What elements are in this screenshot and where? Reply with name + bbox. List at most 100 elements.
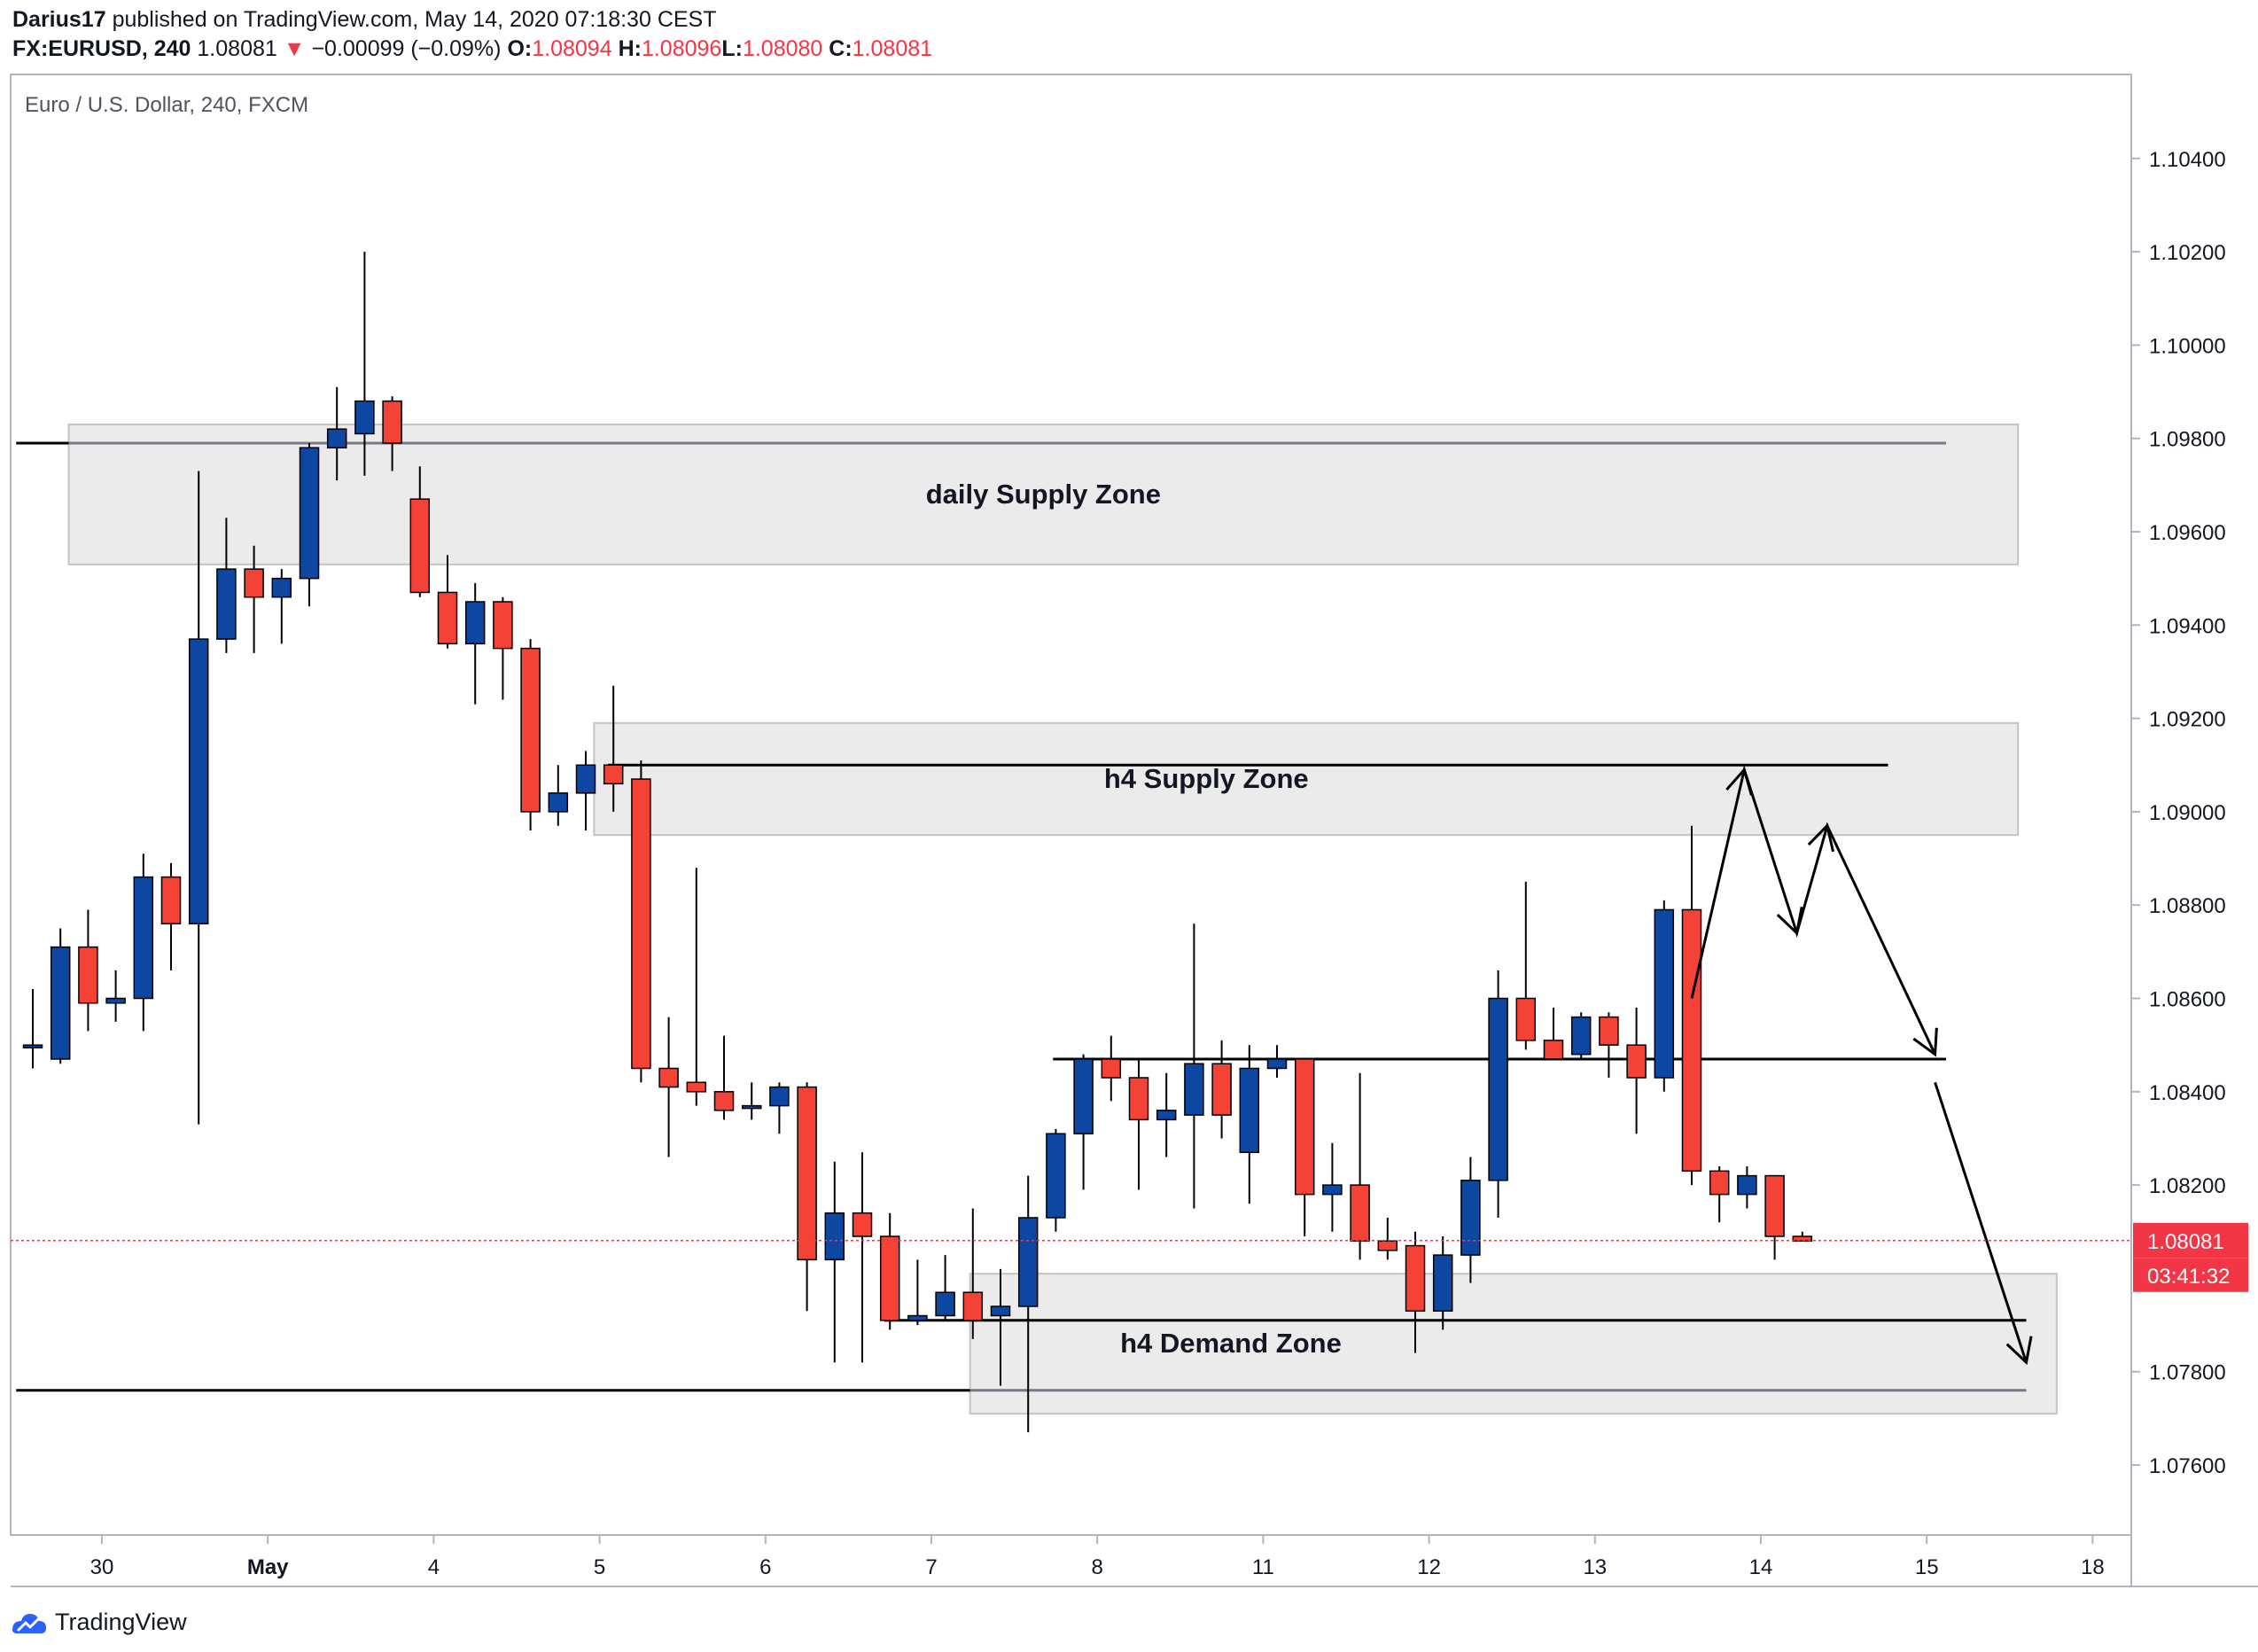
x-tick-label: 13 [1583,1555,1607,1579]
candle-down [1792,1235,1813,1243]
y-tick-label: 1.08600 [2149,988,2226,1012]
y-tick-label: 1.07800 [2149,1361,2226,1385]
candle-up [741,1104,762,1110]
y-tick-label: 1.09200 [2149,708,2226,732]
y-tick-label: 1.09000 [2149,801,2226,825]
candle-up [935,1291,955,1317]
arrow-head-icon [2005,1336,2033,1366]
zone-label-1: h4 Supply Zone [1104,763,1309,794]
y-tick-label: 1.10200 [2149,241,2226,265]
x-tick-label: 5 [594,1555,605,1579]
candle-down [1128,1077,1149,1121]
x-tick-label: 30 [90,1555,114,1579]
candle-up [299,447,320,580]
candle-up [271,577,292,598]
arrow-head-icon [1807,822,1835,853]
candle-up [1432,1254,1453,1313]
candlestick-chart[interactable]: Euro / U.S. Dollar, 240, FXCM daily Suppl… [0,0,2258,1595]
candle-down [1764,1174,1785,1237]
candle-up [50,946,71,1060]
projection-path-2 [1934,1081,2028,1363]
candle-down [962,1291,984,1321]
candle-up [1570,1016,1592,1056]
x-tick-label: 11 [1252,1555,1274,1579]
candle-up [769,1086,790,1107]
candle-down [603,764,624,785]
x-tick-label: 7 [925,1555,937,1579]
candle-up [133,876,154,1000]
y-tick-label: 1.08200 [2149,1174,2226,1198]
candle-up [1654,908,1675,1079]
candle-down [520,647,541,813]
candle-up [105,997,126,1004]
candle-down [160,876,182,925]
candle-down [1515,997,1537,1041]
candle-down [713,1091,735,1111]
candle-down [658,1067,679,1088]
zone-label-2: h4 Demand Zone [1120,1328,1342,1359]
arrow-head-icon [1776,907,1803,936]
candle-down [382,400,402,444]
footer: TradingView [11,1602,187,1641]
low-label: L: [721,36,743,61]
chart-header: Darius17 published on TradingView.com, M… [12,5,2228,67]
candle-up [464,601,486,645]
candle-down [1294,1058,1315,1196]
countdown-tag [2133,1258,2248,1292]
candle-up [907,1314,928,1321]
y-tick-label: 1.07600 [2149,1454,2226,1478]
candle-up [216,568,237,640]
candle-down [797,1086,817,1261]
x-tick-label: 18 [2081,1555,2105,1579]
candle-down [1626,1044,1647,1079]
countdown-label: 03:41:32 [2147,1265,2230,1289]
y-tick-label: 1.08400 [2149,1081,2226,1105]
candle-up [1046,1133,1066,1219]
arrow-head-icon [1912,1027,1938,1057]
low-value: 1.08080 [742,36,823,61]
chart-title: Euro / U.S. Dollar, 240, FXCM [25,93,308,117]
open-label: O: [507,36,533,61]
candle-down [78,946,98,1004]
candle-up [575,764,596,794]
candle-down [1709,1170,1730,1196]
x-tick-label: 12 [1417,1555,1441,1579]
candle-down [437,591,458,645]
candle-up [1239,1067,1260,1154]
publisher-name[interactable]: Darius17 [12,7,106,32]
x-tick-label: 4 [428,1555,440,1579]
current-price-tag [2133,1222,2248,1258]
candle-up [326,428,347,448]
candle-up [1156,1110,1177,1121]
x-tick-label: May [247,1555,289,1579]
candle-up [1017,1217,1039,1307]
x-tick-label: 14 [1749,1555,1773,1579]
candle-down [686,1081,707,1093]
candle-up [990,1305,1011,1317]
symbol-label: FX:EURUSD, 240 [12,36,191,61]
last-price: 1.08081 [197,36,277,61]
y-tick-label: 1.09600 [2149,521,2226,545]
candle-up [188,638,209,925]
candle-down [1211,1063,1232,1116]
candle-up [22,1044,43,1048]
y-tick-label: 1.10000 [2149,334,2226,358]
candle-down [1681,908,1702,1173]
current-price-label: 1.08081 [2147,1230,2224,1254]
price-change: −0.00099 (−0.09%) [311,36,502,61]
zone-0 [67,423,2020,565]
candle-down [244,568,264,598]
candle-up [1184,1063,1204,1116]
candle-down [493,601,513,650]
candle-up [1322,1184,1343,1196]
candle-down [1377,1240,1398,1251]
candle-down [879,1235,900,1321]
zone-1 [593,721,2020,837]
zone-label-0: daily Supply Zone [926,479,1161,510]
x-tick-label: 15 [1915,1555,1939,1579]
candle-up [1737,1174,1757,1196]
footer-brand[interactable]: TradingView [55,1608,187,1635]
published-info: published on TradingView.com, May 14, 20… [112,7,717,32]
candle-down [1543,1040,1564,1060]
candle-down [1599,1016,1619,1046]
